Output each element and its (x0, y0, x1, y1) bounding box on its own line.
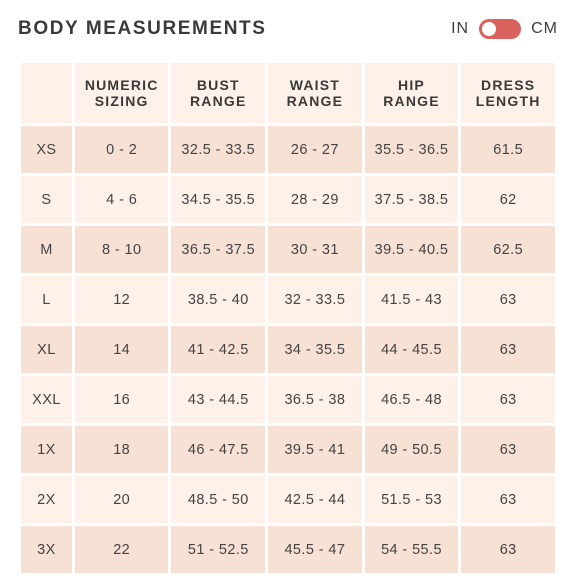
cell-hip-range: 51.5 - 53 (364, 476, 459, 523)
cell-numeric-sizing: 4 - 6 (74, 176, 169, 223)
unit-label-in[interactable]: IN (451, 20, 470, 37)
cell-hip-range: 49 - 50.5 (364, 426, 459, 473)
table-row: 1X 18 46 - 47.5 39.5 - 41 49 - 50.5 63 (21, 426, 555, 473)
cell-size: S (21, 176, 72, 223)
table-body: XS 0 - 2 32.5 - 33.5 26 - 27 35.5 - 36.5 61.5… (21, 126, 555, 573)
header-numeric-sizing: NUMERIC SIZING (74, 63, 169, 123)
cell-hip-range: 37.5 - 38.5 (364, 176, 459, 223)
cell-dress-length: 63 (461, 376, 555, 423)
cell-size: 1X (21, 426, 72, 473)
cell-size: XS (21, 126, 72, 173)
cell-numeric-sizing: 22 (74, 526, 169, 573)
table-row: 3X 22 51 - 52.5 45.5 - 47 54 - 55.5 63 (21, 526, 555, 573)
cell-waist-range: 28 - 29 (268, 176, 362, 223)
cell-dress-length: 63 (461, 326, 555, 373)
cell-dress-length: 63 (461, 426, 555, 473)
table-row: 2X 20 48.5 - 50 42.5 - 44 51.5 - 53 63 (21, 476, 555, 523)
cell-hip-range: 35.5 - 36.5 (364, 126, 459, 173)
cell-waist-range: 42.5 - 44 (268, 476, 362, 523)
cell-numeric-sizing: 18 (74, 426, 169, 473)
cell-dress-length: 62 (461, 176, 555, 223)
cell-bust-range: 34.5 - 35.5 (171, 176, 266, 223)
cell-bust-range: 43 - 44.5 (171, 376, 266, 423)
cell-hip-range: 41.5 - 43 (364, 276, 459, 323)
cell-bust-range: 41 - 42.5 (171, 326, 266, 373)
cell-size: L (21, 276, 72, 323)
cell-bust-range: 36.5 - 37.5 (171, 226, 266, 273)
cell-waist-range: 45.5 - 47 (268, 526, 362, 573)
cell-size: 3X (21, 526, 72, 573)
cell-waist-range: 36.5 - 38 (268, 376, 362, 423)
table-row: XL 14 41 - 42.5 34 - 35.5 44 - 45.5 63 (21, 326, 555, 373)
table-row: L 12 38.5 - 40 32 - 33.5 41.5 - 43 63 (21, 276, 555, 323)
cell-waist-range: 32 - 33.5 (268, 276, 362, 323)
page-title: BODY MEASUREMENTS (18, 18, 267, 39)
cell-bust-range: 32.5 - 33.5 (171, 126, 266, 173)
cell-hip-range: 46.5 - 48 (364, 376, 459, 423)
cell-numeric-sizing: 8 - 10 (74, 226, 169, 273)
size-chart-table: NUMERIC SIZING BUST RANGE WAIST RANGE HI… (18, 60, 558, 576)
cell-dress-length: 63 (461, 526, 555, 573)
cell-bust-range: 48.5 - 50 (171, 476, 266, 523)
cell-numeric-sizing: 16 (74, 376, 169, 423)
cell-dress-length: 63 (461, 276, 555, 323)
header-hip-range: HIP RANGE (364, 63, 459, 123)
header-dress-length: DRESS LENGTH (461, 63, 555, 123)
cell-hip-range: 54 - 55.5 (364, 526, 459, 573)
cell-hip-range: 39.5 - 40.5 (364, 226, 459, 273)
cell-size: XXL (21, 376, 72, 423)
cell-numeric-sizing: 12 (74, 276, 169, 323)
table-header-row: NUMERIC SIZING BUST RANGE WAIST RANGE HI… (21, 63, 555, 123)
cell-dress-length: 63 (461, 476, 555, 523)
cell-numeric-sizing: 20 (74, 476, 169, 523)
cell-size: M (21, 226, 72, 273)
cell-waist-range: 26 - 27 (268, 126, 362, 173)
unit-toggle: IN CM (451, 19, 558, 39)
cell-waist-range: 34 - 35.5 (268, 326, 362, 373)
cell-numeric-sizing: 0 - 2 (74, 126, 169, 173)
table-row: XS 0 - 2 32.5 - 33.5 26 - 27 35.5 - 36.5 61.5 (21, 126, 555, 173)
cell-bust-range: 51 - 52.5 (171, 526, 266, 573)
cell-waist-range: 30 - 31 (268, 226, 362, 273)
cell-dress-length: 61.5 (461, 126, 555, 173)
cell-bust-range: 38.5 - 40 (171, 276, 266, 323)
header-waist-range: WAIST RANGE (268, 63, 362, 123)
unit-switch[interactable] (479, 19, 522, 39)
header: BODY MEASUREMENTS IN CM (18, 14, 558, 44)
switch-knob (482, 22, 497, 36)
header-size (21, 63, 72, 123)
table-row: XXL 16 43 - 44.5 36.5 - 38 46.5 - 48 63 (21, 376, 555, 423)
cell-hip-range: 44 - 45.5 (364, 326, 459, 373)
header-bust-range: BUST RANGE (171, 63, 266, 123)
cell-size: XL (21, 326, 72, 373)
cell-size: 2X (21, 476, 72, 523)
cell-numeric-sizing: 14 (74, 326, 169, 373)
cell-dress-length: 62.5 (461, 226, 555, 273)
unit-label-cm[interactable]: CM (531, 20, 558, 37)
cell-waist-range: 39.5 - 41 (268, 426, 362, 473)
cell-bust-range: 46 - 47.5 (171, 426, 266, 473)
